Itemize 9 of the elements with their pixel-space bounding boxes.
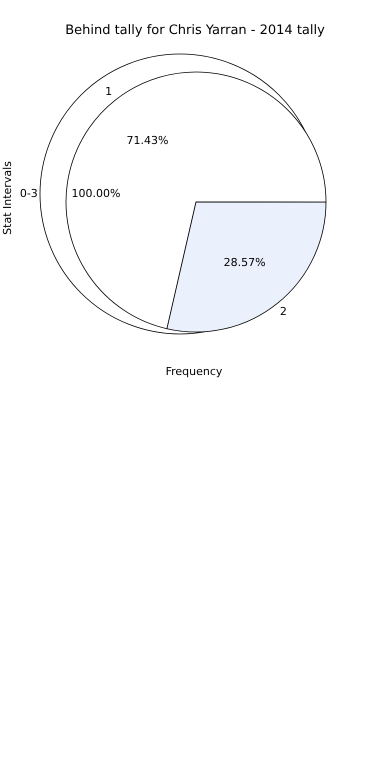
slice-label: 0-3 [20, 187, 38, 200]
slice-label: 1 [105, 85, 112, 98]
text: Stat Intervals [1, 160, 14, 235]
data-label: 100.00% [72, 187, 120, 200]
data-label: 28.57% [224, 256, 266, 270]
data-label: 71.43% [126, 134, 168, 147]
slice-label: 2 [280, 304, 287, 318]
text: Frequency [166, 365, 223, 378]
chart-title: Behind tally for Chris Yarran - 2014 tally [65, 23, 326, 38]
